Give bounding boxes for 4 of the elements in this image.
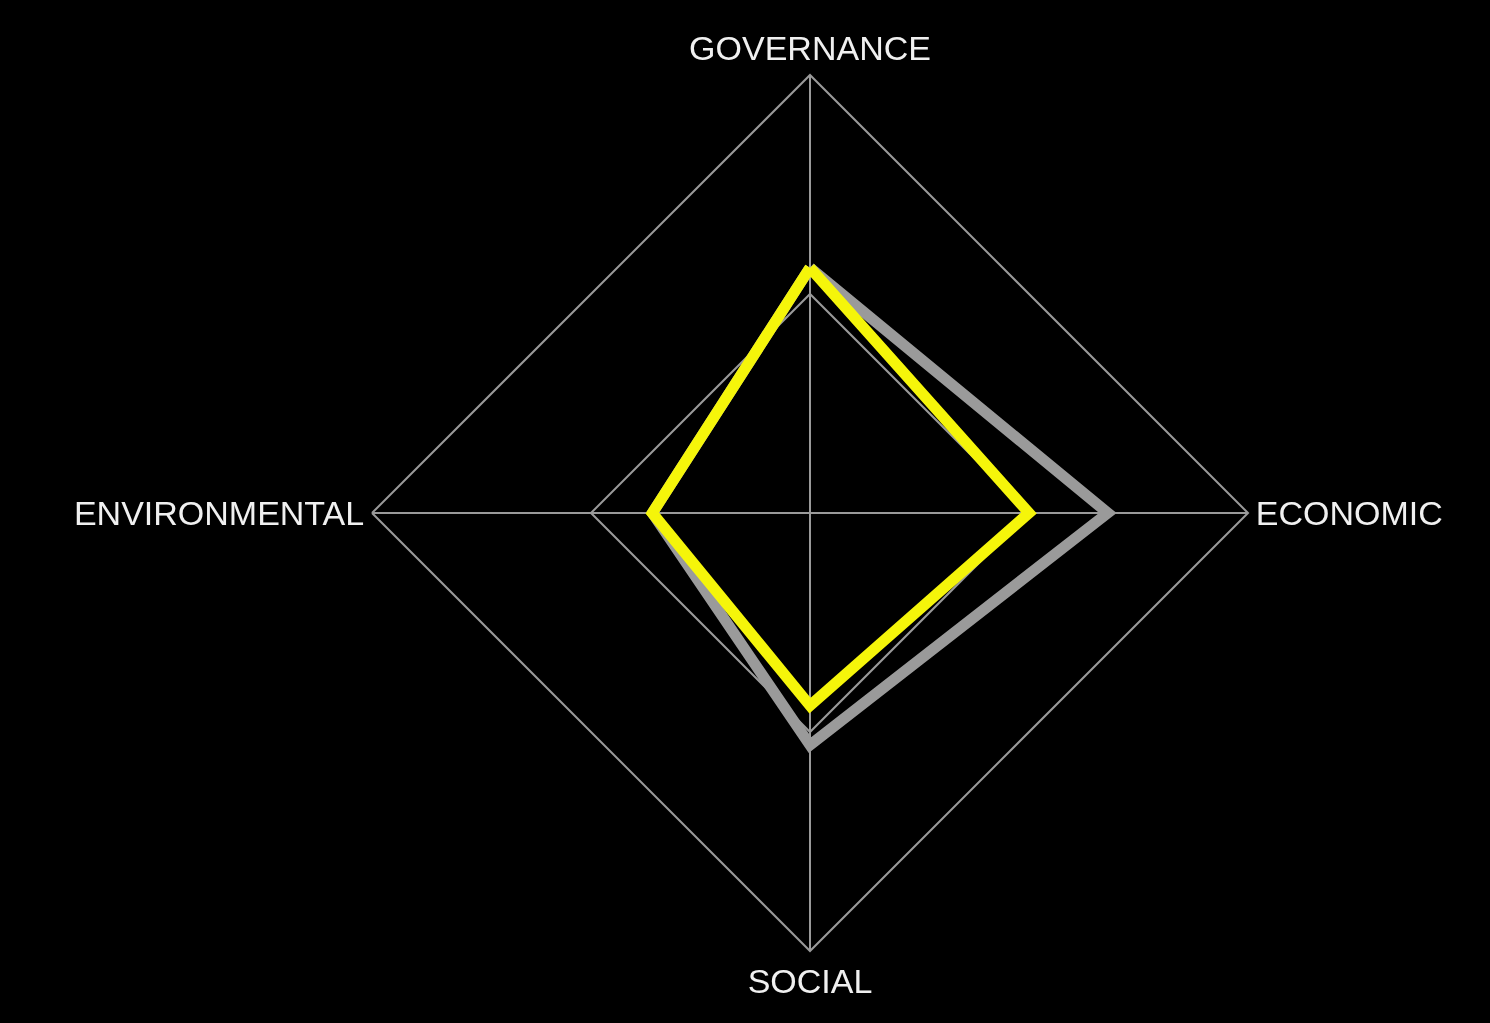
spoke-label: ENVIRONMENTAL: [73, 493, 365, 532]
spoke-label: GOVERNANCE: [689, 29, 931, 68]
spoke-label: SOCIAL: [747, 961, 873, 1000]
spoke-label: ECONOMIC: [1255, 493, 1443, 532]
